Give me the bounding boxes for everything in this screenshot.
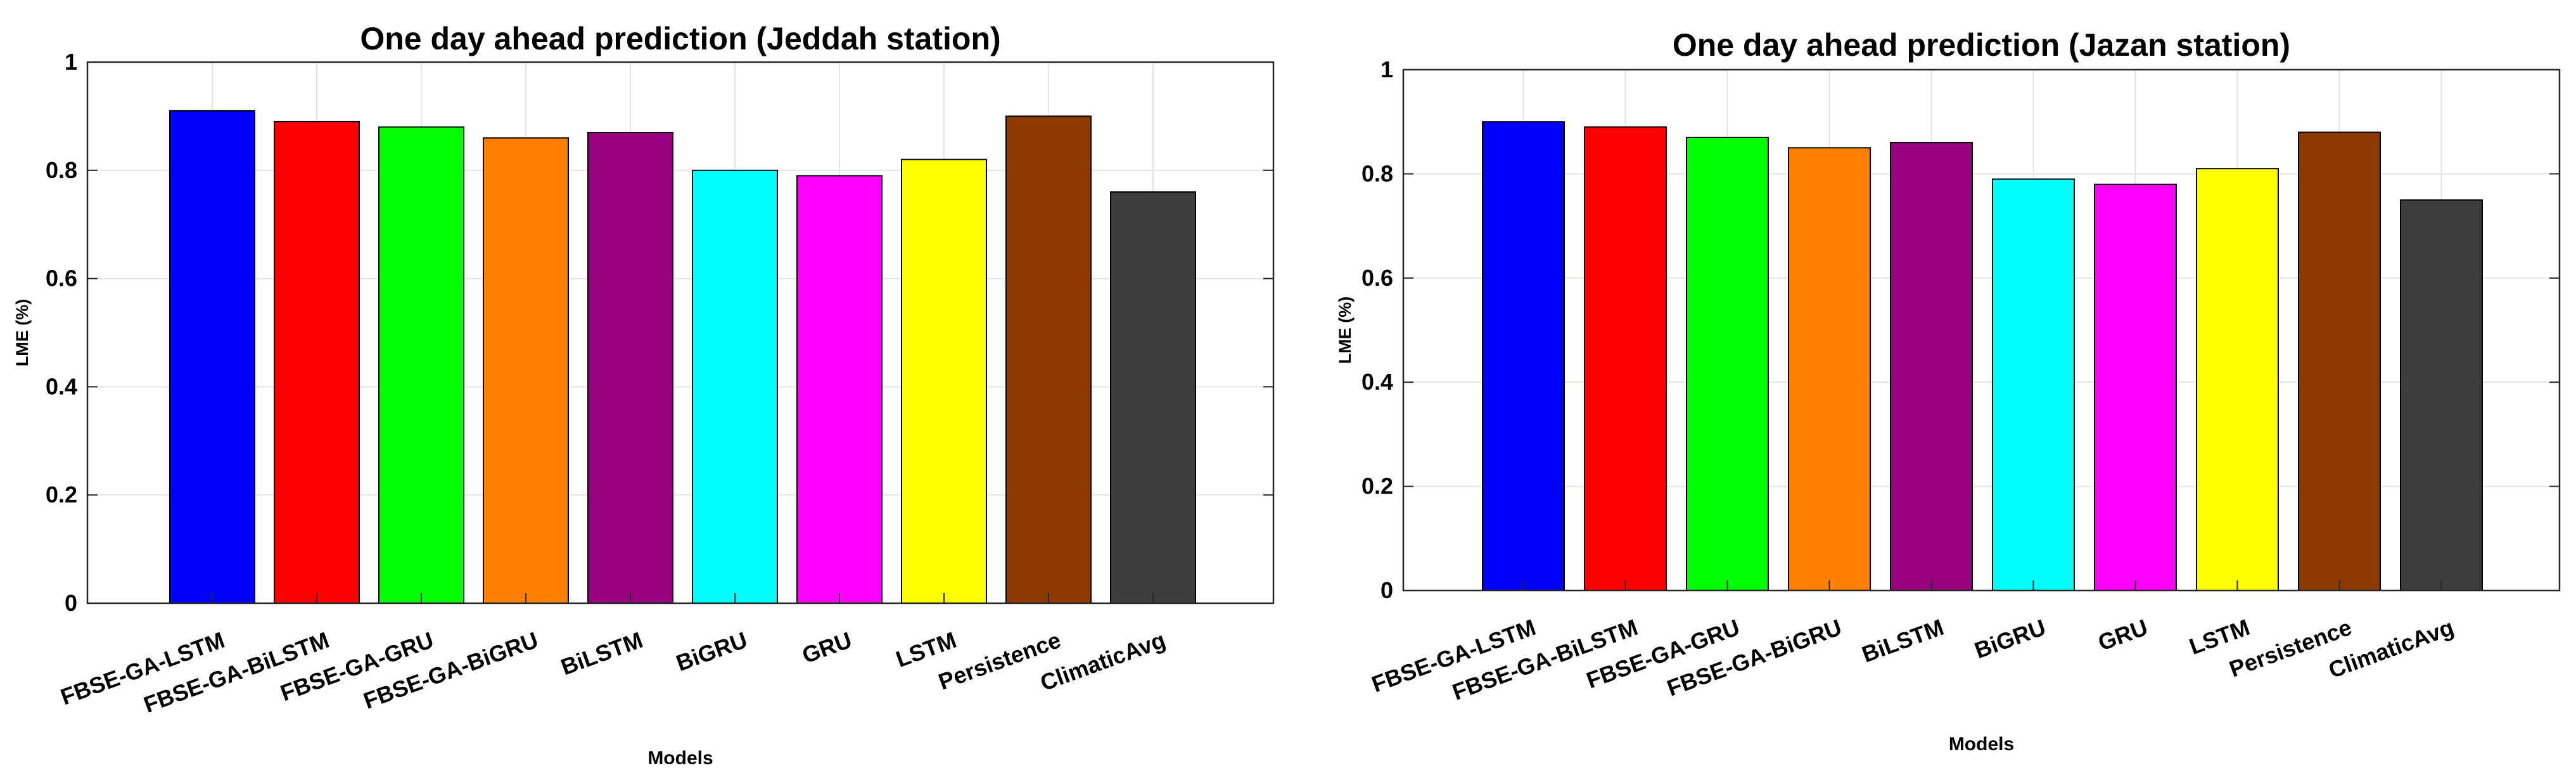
- axes-frame: [1402, 68, 2561, 592]
- x-tick-label: BiGRU: [673, 627, 751, 676]
- bar-fbse-ga-gru: [378, 126, 464, 604]
- y-tick-label: 0.6: [1361, 265, 1393, 291]
- bar-fbse-ga-gru: [1686, 136, 1769, 592]
- axes-frame: [86, 61, 1275, 604]
- bar-fbse-ga-lstm: [169, 110, 255, 604]
- y-tick-label: 0.8: [1361, 160, 1393, 186]
- bar-persistence: [1005, 115, 1092, 604]
- chart-title: One day ahead prediction (Jeddah station…: [360, 21, 1000, 56]
- bar-bigru: [692, 169, 778, 604]
- x-tick-label: BiGRU: [1971, 614, 2049, 663]
- y-tick-label: 1: [1380, 56, 1393, 82]
- bar-fbse-ga-bilstm: [274, 120, 360, 604]
- bar-climaticavg: [2400, 199, 2483, 591]
- y-tick-label: 0.4: [1361, 369, 1393, 395]
- plot-area: [1403, 70, 2560, 591]
- y-tick-label: 0.6: [46, 265, 77, 291]
- chart-1: 00.20.40.60.81FBSE-GA-LSTMFBSE-GA-BiLSTM…: [13, 21, 1275, 769]
- bar-gru: [2094, 183, 2177, 591]
- x-tick-label: FBSE-GA-BiGRU: [360, 627, 542, 714]
- y-axis-label: LME (%): [1336, 297, 1355, 364]
- y-tick-label: 0: [1380, 577, 1393, 603]
- bar-fbse-ga-lstm: [1482, 121, 1565, 591]
- y-tick-label: 0: [65, 590, 77, 616]
- bar-bilstm: [1890, 142, 1973, 591]
- y-tick-label: 0.2: [1361, 473, 1393, 499]
- y-tick-label: 0.2: [46, 482, 77, 508]
- x-tick-label: GRU: [2095, 614, 2151, 656]
- bar-gru: [796, 175, 883, 604]
- bar-bigru: [1992, 178, 2075, 591]
- bar-bilstm: [587, 132, 673, 604]
- x-tick-label: BiLSTM: [558, 627, 646, 680]
- bar-persistence: [2298, 131, 2381, 591]
- chart-title: One day ahead prediction (Jazan station): [1673, 27, 2290, 63]
- y-axis-label: LME (%): [13, 299, 32, 366]
- x-tick-label: BiLSTM: [1858, 614, 1947, 667]
- bar-fbse-ga-bigru: [483, 137, 569, 604]
- y-tick-label: 0.4: [46, 373, 77, 399]
- plot-area: [87, 62, 1273, 603]
- x-axis-label: Models: [1949, 734, 2014, 755]
- x-tick-label: GRU: [799, 627, 855, 668]
- y-tick-label: 1: [65, 49, 77, 75]
- bar-lstm: [2196, 168, 2279, 591]
- x-axis-label: Models: [647, 748, 713, 769]
- x-tick-label: FBSE-GA-BiGRU: [1664, 614, 1846, 701]
- chart-2: 00.20.40.60.81FBSE-GA-LSTMFBSE-GA-BiLSTM…: [1336, 27, 2561, 755]
- bar-lstm: [901, 158, 987, 604]
- bar-fbse-ga-bigru: [1788, 147, 1871, 592]
- y-tick-label: 0.8: [46, 157, 77, 183]
- bar-fbse-ga-bilstm: [1584, 126, 1667, 592]
- bar-climaticavg: [1110, 191, 1196, 604]
